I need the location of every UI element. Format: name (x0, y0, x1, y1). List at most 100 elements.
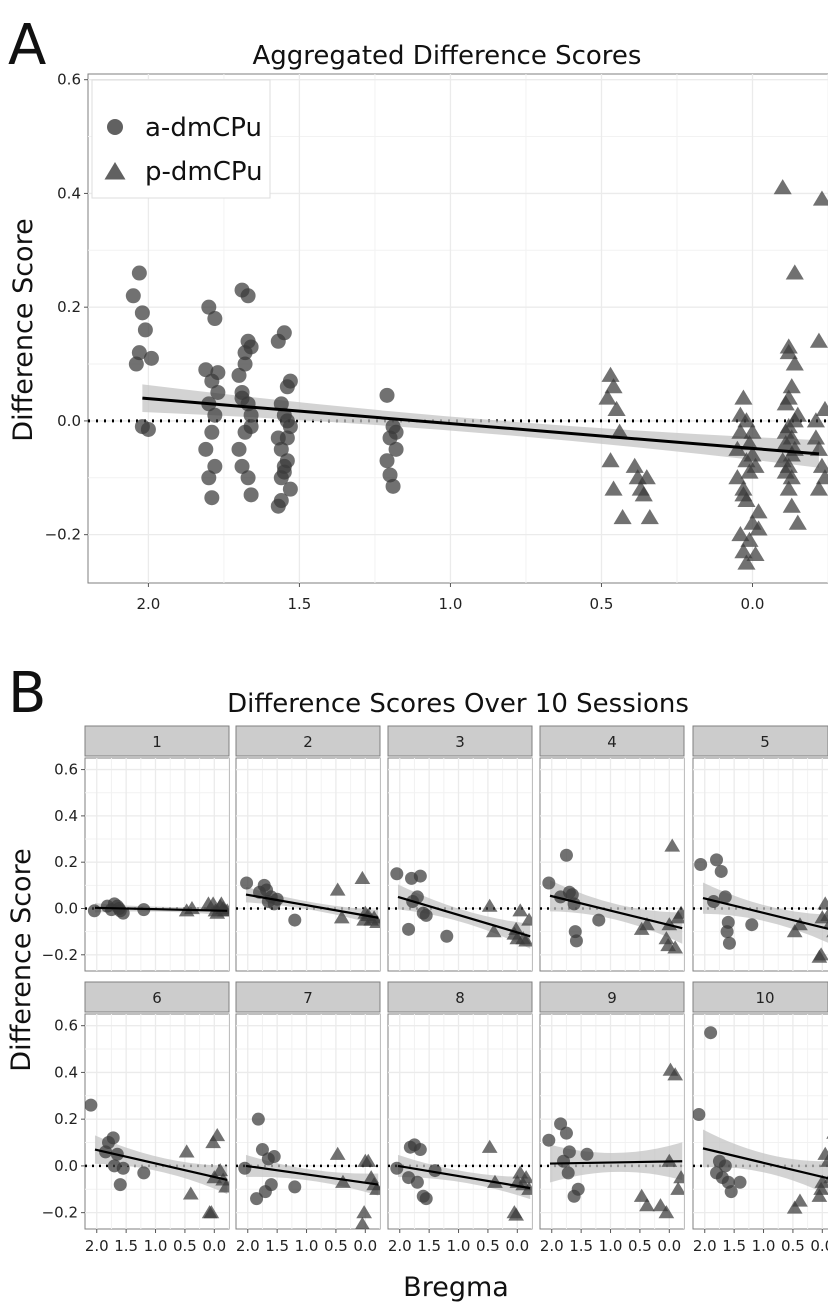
facet-strip-label: 4 (607, 733, 617, 751)
facet-8-point-a-dmcpu (428, 1164, 442, 1178)
facet-8-point-a-dmcpu (390, 1161, 404, 1175)
facet-2-point-p-dmcpu (329, 882, 346, 896)
chart-a-point-a-dmcpu (388, 441, 404, 457)
chart-a-point-a-dmcpu (207, 458, 223, 474)
facet-9: 9 2.0 1.5 1.0 0.5 0.0 (539, 981, 685, 1255)
facet-6-point-p-dmcpu (203, 1205, 220, 1219)
chart-a-point-a-dmcpu (279, 413, 295, 429)
chart-a-point-a-dmcpu (128, 356, 144, 372)
facet-6-point-p-dmcpu (218, 1179, 229, 1193)
facet-6-ytick-label: 0.6 (54, 1017, 78, 1035)
facet-1-plot-area (85, 758, 229, 971)
chart-a-point-a-dmcpu (379, 387, 395, 403)
chart-b-title: Difference Scores Over 10 Sessions (227, 689, 689, 719)
facet-2-trend-line (245, 893, 379, 919)
facet-2-panel-border (235, 757, 381, 972)
chart-a-ylabel: Difference Score (8, 218, 39, 441)
chart-a-point-p-dmcpu (604, 480, 623, 496)
facet-10-xtick-label: 2.0 (693, 1237, 717, 1255)
facet-5-point-a-dmcpu (710, 853, 724, 867)
chart-a-point-a-dmcpu (273, 470, 289, 486)
chart-a-point-p-dmcpu (782, 378, 801, 394)
facet-3-point-p-dmcpu (521, 912, 532, 926)
chart-a-point-a-dmcpu (131, 345, 147, 361)
facet-10-point-a-dmcpu (733, 1175, 747, 1189)
chart-a-point-a-dmcpu (137, 322, 153, 338)
chart-a-point-p-dmcpu (749, 520, 768, 536)
facet-7-point-a-dmcpu (258, 1185, 272, 1199)
chart-a-xtick-label: 0.5 (590, 595, 614, 613)
facet-3-point-p-dmcpu (481, 898, 498, 912)
facet-5: 5 (692, 725, 828, 972)
chart-a-point-p-dmcpu (782, 497, 801, 513)
facet-10-xtick-label: 0.5 (781, 1237, 805, 1255)
facet-9-point-a-dmcpu (554, 1117, 568, 1131)
facet-strip-label: 9 (607, 989, 617, 1007)
facet-10-xtick-label: 1.0 (752, 1237, 776, 1255)
facet-4-plot-area (540, 758, 684, 971)
facet-10-point-p-dmcpu (814, 1174, 828, 1188)
facet-2-point-p-dmcpu (333, 910, 350, 924)
chart-a-point-p-dmcpu (806, 412, 825, 428)
facet-6-xtick-label: 1.0 (144, 1237, 168, 1255)
chart-a-point-p-dmcpu (734, 486, 753, 502)
facet-3-point-p-dmcpu (512, 903, 529, 917)
facet-8-trend-line (397, 1164, 531, 1190)
chart-a-point-a-dmcpu (131, 265, 147, 281)
facet-4-point-p-dmcpu (639, 917, 655, 931)
facet-6-ytick-label: 0.4 (54, 1063, 78, 1081)
chart-a-point-a-dmcpu (282, 373, 298, 389)
chart-a-point-a-dmcpu (273, 441, 289, 457)
chart-a-point-a-dmcpu (201, 299, 217, 315)
chart-a-point-p-dmcpu (779, 344, 798, 360)
facet-10-point-a-dmcpu (710, 1166, 724, 1180)
chart-a-point-a-dmcpu (140, 421, 156, 437)
chart-a-plot: −0.2 0.0 0.2 0.4 0.6 2.0 1.5 1.0 0.5 0.0 (45, 71, 828, 613)
chart-a-point-a-dmcpu (204, 424, 220, 440)
chart-a-point-p-dmcpu (731, 406, 750, 422)
facet-7-point-p-dmcpu (357, 1153, 374, 1167)
chart-a-title: Aggregated Difference Scores (253, 41, 642, 71)
chart-a-point-p-dmcpu (740, 463, 759, 479)
chart-a-ytick-label: −0.2 (45, 526, 81, 544)
facet-9-point-p-dmcpu (639, 1198, 655, 1212)
facet-8-xtick-label: 0.0 (505, 1237, 529, 1255)
facet-3-point-a-dmcpu (440, 929, 454, 943)
facet-9-trend-line (549, 1160, 683, 1165)
facet-9-point-a-dmcpu (542, 1133, 556, 1147)
chart-a-point-p-dmcpu (601, 366, 620, 382)
chart-a-point-a-dmcpu (273, 396, 289, 412)
facet-8-point-a-dmcpu (419, 1192, 433, 1206)
chart-a-point-a-dmcpu (270, 333, 286, 349)
facet-10-point-p-dmcpu (811, 1188, 828, 1202)
facet-8-xtick-label: 2.0 (388, 1237, 412, 1255)
facet-9-point-a-dmcpu (571, 1182, 585, 1196)
facet-7-trend-line (245, 1164, 379, 1186)
facet-6-point-p-dmcpu (212, 1163, 229, 1177)
chart-a-point-p-dmcpu (607, 400, 626, 417)
facet-5-point-p-dmcpu (817, 896, 828, 910)
chart-a-point-p-dmcpu (779, 389, 798, 405)
chart-a-ytick-label: 0.0 (57, 412, 81, 430)
chart-a-xtick-label: 2.0 (136, 595, 160, 613)
facet-9-point-p-dmcpu (661, 1153, 678, 1167)
facet-10-point-p-dmcpu (817, 1146, 828, 1160)
facet-6-trend-line (94, 1148, 228, 1181)
facet-3-point-a-dmcpu (402, 922, 416, 936)
chart-a-point-p-dmcpu (737, 452, 756, 468)
facet-5-point-p-dmcpu (813, 947, 828, 961)
chart-a-point-p-dmcpu (734, 543, 753, 559)
chart-a-point-a-dmcpu (204, 490, 220, 506)
chart-a-point-p-dmcpu (812, 190, 828, 206)
facet-1-ytick-label: 0.4 (54, 807, 78, 825)
facet-9-point-p-dmcpu (667, 1067, 684, 1081)
facet-1: 1 −0.2 0.0 0.2 0.4 0.6 (42, 725, 230, 972)
facet-7-point-a-dmcpu (238, 1161, 252, 1175)
facet-6-point-a-dmcpu (85, 1098, 98, 1112)
legend-key-p-dmcpu (104, 162, 126, 180)
facet-6-point-p-dmcpu (209, 1128, 226, 1142)
chart-a-point-p-dmcpu (743, 423, 762, 439)
facet-10: 10 2.0 1.5 1.0 0.5 0.0 (692, 981, 828, 1255)
facet-10-xtick-label: 1.5 (722, 1237, 746, 1255)
chart-a-point-p-dmcpu (746, 545, 765, 562)
